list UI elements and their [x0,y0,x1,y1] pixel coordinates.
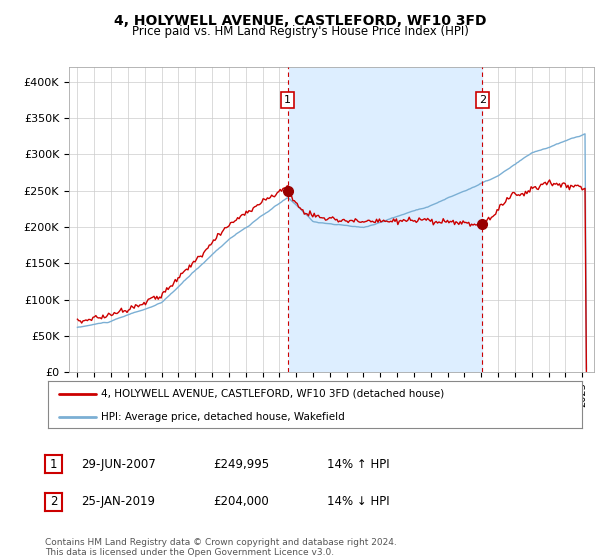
Text: 4, HOLYWELL AVENUE, CASTLEFORD, WF10 3FD (detached house): 4, HOLYWELL AVENUE, CASTLEFORD, WF10 3FD… [101,389,445,399]
Text: 2: 2 [479,95,486,105]
Text: HPI: Average price, detached house, Wakefield: HPI: Average price, detached house, Wake… [101,412,345,422]
Text: 4, HOLYWELL AVENUE, CASTLEFORD, WF10 3FD: 4, HOLYWELL AVENUE, CASTLEFORD, WF10 3FD [114,14,486,28]
Text: Price paid vs. HM Land Registry's House Price Index (HPI): Price paid vs. HM Land Registry's House … [131,25,469,38]
Text: 1: 1 [50,458,57,471]
Text: 14% ↓ HPI: 14% ↓ HPI [327,495,389,508]
Text: 2: 2 [50,495,57,508]
Text: £249,995: £249,995 [213,458,269,471]
Text: £204,000: £204,000 [213,495,269,508]
Text: Contains HM Land Registry data © Crown copyright and database right 2024.
This d: Contains HM Land Registry data © Crown c… [45,538,397,557]
Text: 1: 1 [284,95,291,105]
Text: 29-JUN-2007: 29-JUN-2007 [81,458,156,471]
Text: 14% ↑ HPI: 14% ↑ HPI [327,458,389,471]
Text: 25-JAN-2019: 25-JAN-2019 [81,495,155,508]
